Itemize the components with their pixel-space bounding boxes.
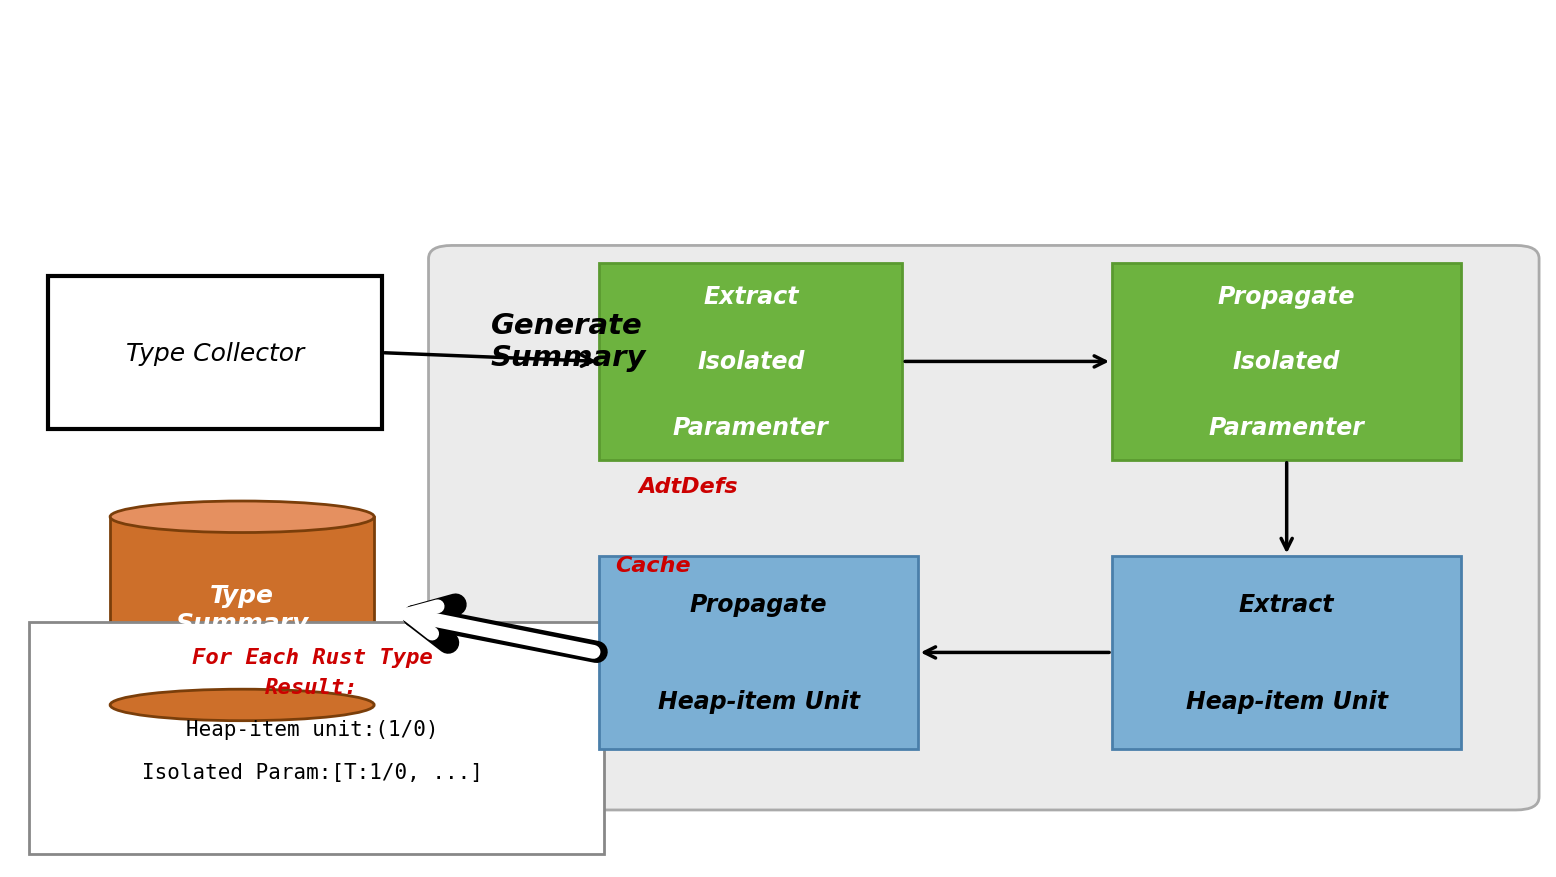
Text: AdtDefs: AdtDefs	[638, 476, 738, 496]
Text: Heap-item Unit: Heap-item Unit	[1186, 688, 1388, 713]
Text: Cache: Cache	[615, 555, 691, 575]
Text: Paramenter: Paramenter	[1209, 416, 1365, 439]
Text: Heap-item unit:(1/0): Heap-item unit:(1/0)	[185, 719, 439, 738]
Text: Isolated: Isolated	[697, 350, 804, 374]
Text: Extract: Extract	[703, 284, 798, 309]
Text: Type
Summary: Type Summary	[176, 583, 308, 635]
Text: Extract: Extract	[1239, 593, 1335, 617]
Text: Type Collector: Type Collector	[126, 341, 303, 365]
FancyBboxPatch shape	[599, 557, 918, 749]
Ellipse shape	[110, 689, 373, 721]
FancyBboxPatch shape	[30, 622, 604, 853]
Text: For Each Rust Type: For Each Rust Type	[191, 647, 433, 667]
Text: Paramenter: Paramenter	[672, 416, 829, 439]
Text: Propagate: Propagate	[689, 593, 828, 617]
FancyBboxPatch shape	[1113, 557, 1461, 749]
FancyBboxPatch shape	[428, 246, 1539, 810]
Ellipse shape	[110, 502, 373, 533]
FancyBboxPatch shape	[1113, 264, 1461, 460]
Text: Heap-item Unit: Heap-item Unit	[658, 688, 859, 713]
Text: Propagate: Propagate	[1218, 284, 1355, 309]
FancyBboxPatch shape	[599, 264, 902, 460]
FancyBboxPatch shape	[48, 277, 381, 430]
Text: Isolated Param:[T:1/0, ...]: Isolated Param:[T:1/0, ...]	[142, 762, 482, 782]
Text: Result:: Result:	[265, 678, 359, 697]
Text: Isolated: Isolated	[1232, 350, 1340, 374]
Text: Generate
Summary: Generate Summary	[490, 311, 646, 372]
Polygon shape	[110, 517, 373, 705]
